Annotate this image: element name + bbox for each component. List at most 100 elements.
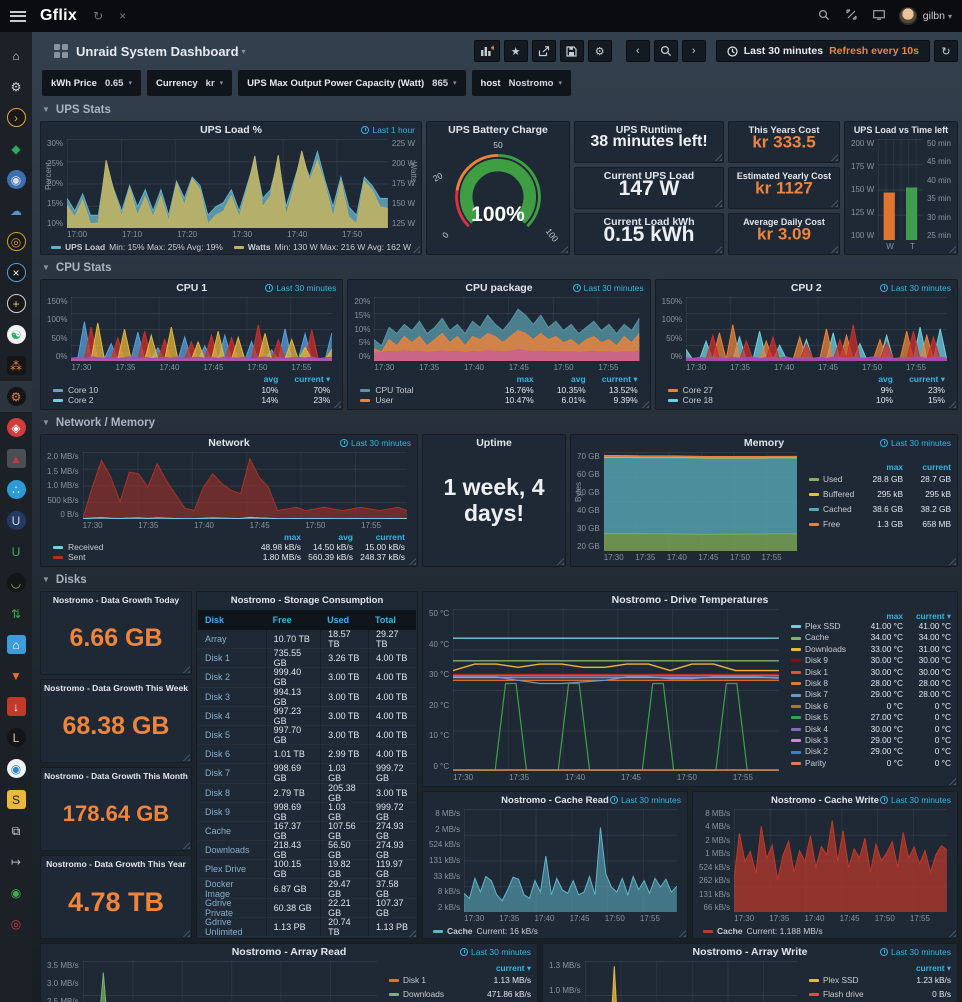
panel-title[interactable]: Nostromo - Data Growth Today: [52, 595, 180, 605]
memory-plot[interactable]: [603, 452, 797, 551]
panel-time-link[interactable]: Last 30 minutes: [609, 795, 681, 805]
legend-item[interactable]: Buffered 295 kB 295 kB: [809, 487, 951, 502]
zoom-out-button[interactable]: [653, 40, 678, 62]
sidebar-app-item[interactable]: ⧉: [11, 823, 21, 838]
sidebar-app-item[interactable]: U: [11, 544, 21, 559]
legend-item[interactable]: Plex SSD 41.00 °C 41.00 °C: [791, 621, 951, 632]
panel-time-link[interactable]: Last 30 minutes: [572, 283, 644, 293]
panel-title[interactable]: CPU 1: [176, 282, 208, 294]
panel-title[interactable]: Nostromo - Array Read: [231, 946, 347, 958]
legend-item[interactable]: Disk 1 1.13 MB/s: [389, 973, 531, 987]
sidebar-app-item[interactable]: ⌂: [0, 629, 32, 660]
sidebar-app-item[interactable]: ◆: [11, 141, 21, 156]
legend-item[interactable]: CPU Total 16.76% 10.35% 13.52%: [360, 385, 638, 395]
legend-item[interactable]: Parity 0 °C 0 °C: [791, 758, 951, 769]
legend-item[interactable]: Disk 1 30.00 °C 30.00 °C: [791, 667, 951, 678]
battery-gauge[interactable]: 0 20 50 100 100%: [427, 138, 569, 254]
legend-item[interactable]: Cache Current: 1.188 MB/s: [703, 926, 823, 936]
column-header[interactable]: Total: [375, 615, 396, 625]
legend-item[interactable]: Sent 1.80 MB/s 560.39 kB/s 248.37 kB/s: [53, 552, 405, 562]
legend-item[interactable]: Plex SSD 1.23 kB/s: [809, 973, 951, 987]
panel-title[interactable]: Nostromo - Cache Read: [501, 795, 609, 806]
legend-item[interactable]: Core 2 14% 23%: [53, 395, 330, 405]
sidebar-app-item[interactable]: ◎: [0, 226, 32, 257]
legend-item[interactable]: Cache 34.00 °C 34.00 °C: [791, 632, 951, 643]
temps-plot[interactable]: [453, 609, 779, 771]
sidebar-app-item[interactable]: ↓: [0, 691, 32, 722]
legend-item[interactable]: Core 27 9% 23%: [667, 385, 945, 395]
panel-time-link[interactable]: Last 30 minutes: [339, 438, 411, 448]
sidebar-app-item[interactable]: ⌂: [12, 48, 20, 63]
legend-item[interactable]: Disk 7 29.00 °C 28.00 °C: [791, 689, 951, 700]
sidebar-app-item[interactable]: ◉: [0, 753, 32, 784]
panel-time-link[interactable]: Last 30 minutes: [459, 947, 531, 957]
dashboard-grid-icon[interactable]: [54, 44, 68, 58]
legend-item[interactable]: Watts Min: 130 W Max: 216 W Avg: 162 W: [233, 242, 411, 252]
legend-item[interactable]: Disk 5 27.00 °C 0 °C: [791, 712, 951, 723]
legend-item[interactable]: Used 28.8 GB 28.7 GB: [809, 472, 951, 487]
variable-pill[interactable]: UPS Max Output Power Capacity (Watt) 865…: [238, 70, 466, 96]
search-icon[interactable]: [818, 9, 830, 24]
username[interactable]: gilbn: [922, 10, 945, 22]
sidebar-app-item[interactable]: +: [0, 288, 32, 319]
panel-title[interactable]: This Years Cost: [748, 125, 820, 136]
save-button[interactable]: [559, 40, 584, 62]
time-forward-button[interactable]: ›: [681, 40, 706, 62]
panel-time-link[interactable]: Last 30 minutes: [879, 947, 951, 957]
panel-time-link[interactable]: Last 30 minutes: [879, 283, 951, 293]
legend-item[interactable]: Disk 3 29.00 °C 0 °C: [791, 735, 951, 746]
time-range-picker[interactable]: Last 30 minutes Refresh every 10s: [715, 40, 930, 62]
time-back-button[interactable]: ‹: [625, 40, 650, 62]
legend-item[interactable]: Flash drive 0 B/s: [809, 987, 951, 1001]
section-ups-stats[interactable]: ▼ UPS Stats: [42, 103, 111, 116]
sidebar-app-item[interactable]: ∴: [0, 474, 32, 505]
sidebar-app-item[interactable]: ▼: [10, 668, 22, 683]
legend-item[interactable]: Cached 38.6 GB 38.2 GB: [809, 502, 951, 517]
sidebar-app-item[interactable]: ⇅: [0, 598, 32, 629]
panel-title[interactable]: UPS Runtime: [615, 124, 683, 136]
panel-title[interactable]: CPU package: [465, 282, 533, 294]
sidebar-app-item[interactable]: U: [0, 505, 32, 536]
panel-title[interactable]: Network: [208, 437, 250, 449]
column-header[interactable]: Free: [272, 615, 292, 625]
sidebar-app-item[interactable]: ⚙: [10, 79, 22, 94]
sidebar-app-item[interactable]: ☁: [10, 203, 22, 218]
legend-item[interactable]: Disk 8 28.00 °C 28.00 °C: [791, 678, 951, 689]
share-button[interactable]: [531, 40, 556, 62]
legend-item[interactable]: Cache Current: 16 kB/s: [433, 926, 538, 936]
panel-time-link[interactable]: Last 30 minutes: [265, 283, 336, 293]
legend-item[interactable]: Disk 6 0 °C 0 °C: [791, 701, 951, 712]
column-header[interactable]: Disk: [205, 615, 225, 625]
panel-title[interactable]: Current Load kWh: [603, 216, 695, 228]
legend-item[interactable]: Disk 4 30.00 °C 0 °C: [791, 724, 951, 735]
panel-title[interactable]: Current UPS Load: [603, 170, 695, 182]
variable-pill[interactable]: Currency kr ▾: [146, 70, 233, 96]
network-plot[interactable]: [82, 452, 407, 519]
ups-load-plot[interactable]: [67, 139, 388, 228]
panel-title[interactable]: Memory: [743, 437, 785, 449]
section-cpu-stats[interactable]: ▼ CPU Stats: [42, 261, 112, 274]
legend-item[interactable]: Received 48.98 kB/s 14.50 kB/s 15.00 kB/s: [53, 542, 405, 552]
variable-pill[interactable]: host Nostromo ▾: [471, 70, 571, 96]
cache-write-plot[interactable]: [734, 809, 947, 912]
panel-title[interactable]: Nostromo - Data Growth This Year: [46, 859, 186, 869]
star-button[interactable]: ★: [503, 40, 528, 62]
panel-time-link[interactable]: Last 30 minutes: [879, 795, 951, 805]
settings-button[interactable]: ⚙: [587, 40, 612, 62]
ups-bar-plot[interactable]: [878, 139, 923, 240]
panel-title[interactable]: Nostromo - Drive Temperatures: [611, 594, 769, 606]
sidebar-app-item[interactable]: ▲: [0, 443, 32, 474]
legend-item[interactable]: UPS Load Min: 15% Max: 25% Avg: 19%: [51, 242, 223, 252]
column-header[interactable]: Used: [327, 615, 350, 625]
panel-time-link[interactable]: Last 30 minutes: [879, 438, 951, 448]
sidebar-app-item[interactable]: ›: [0, 102, 32, 133]
refresh-dashboard-button[interactable]: ↻: [934, 40, 958, 62]
panel-title[interactable]: Nostromo - Array Write: [692, 946, 808, 958]
panel-title[interactable]: Estimated Yearly Cost: [736, 171, 832, 181]
sidebar-app-item[interactable]: ◡: [0, 567, 32, 598]
refresh-icon[interactable]: ↻: [93, 9, 104, 23]
cpu-package-plot[interactable]: [374, 297, 640, 361]
dashboard-title-caret[interactable]: ▾: [241, 46, 246, 56]
legend-item[interactable]: Disk 9 30.00 °C 30.00 °C: [791, 655, 951, 666]
cpu2-plot[interactable]: [686, 297, 947, 361]
